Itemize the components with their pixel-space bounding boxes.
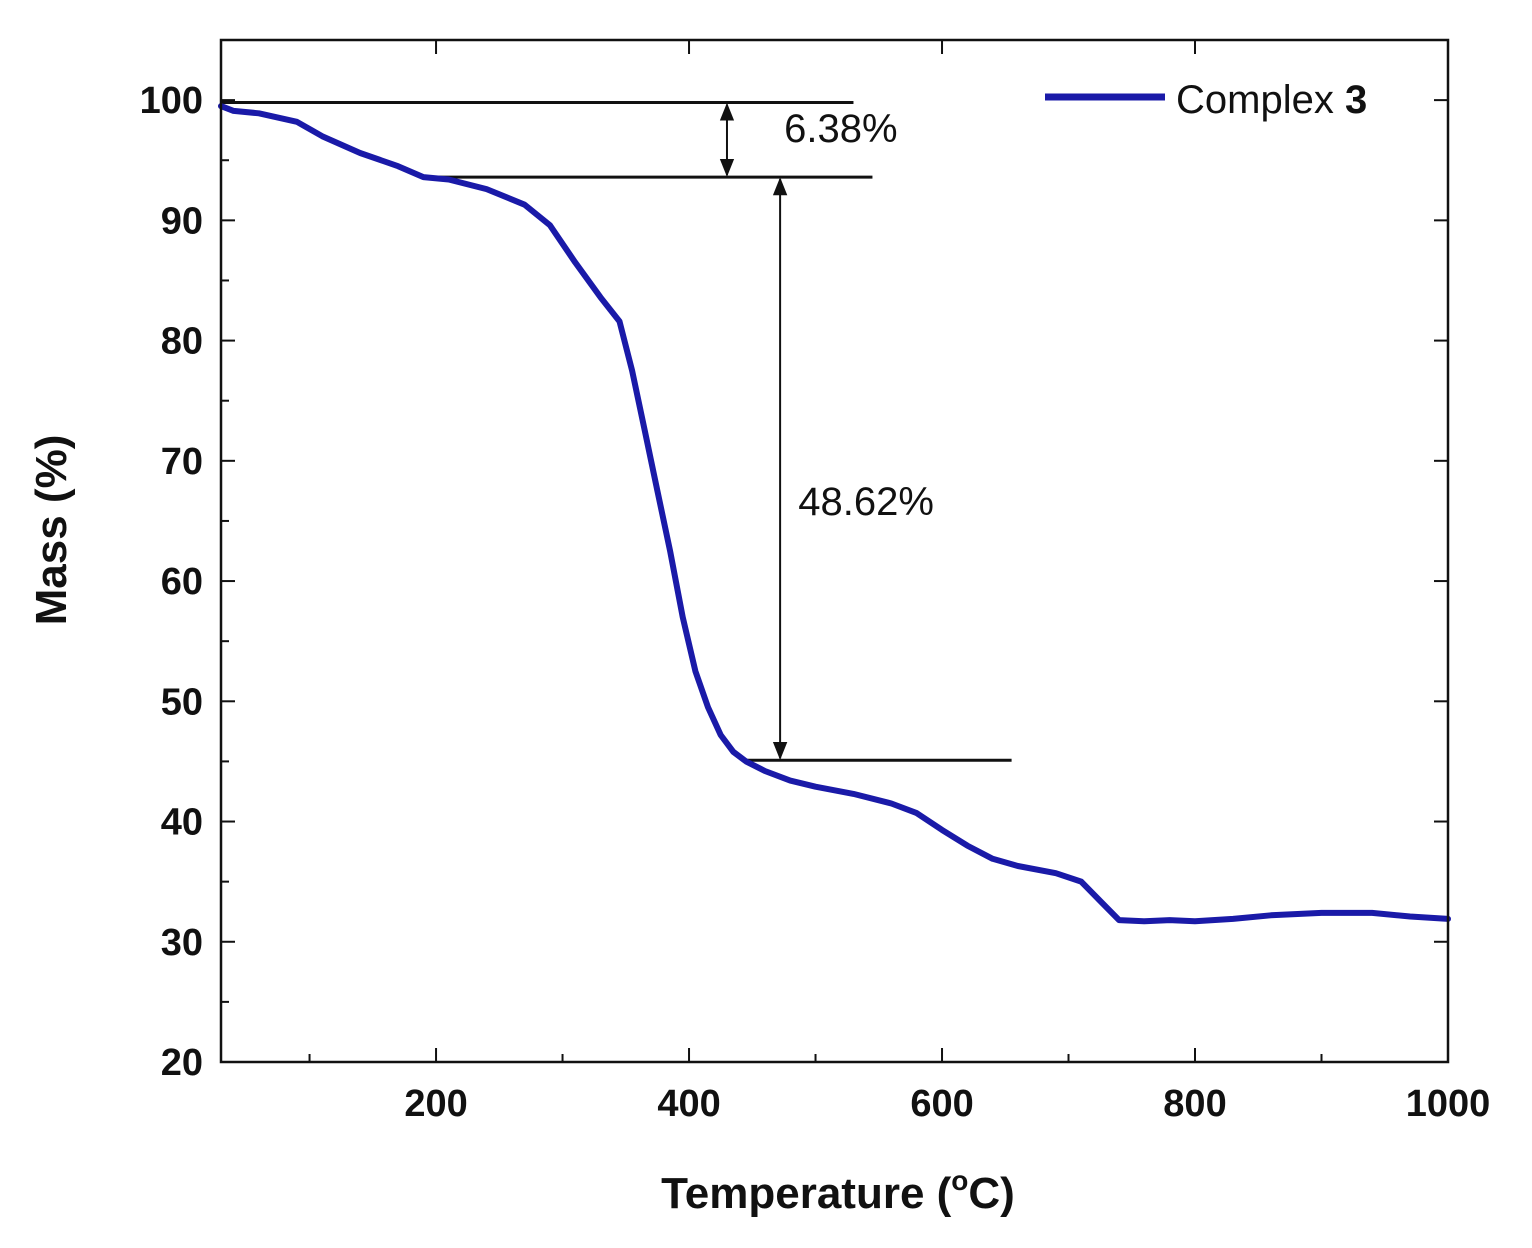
- y-tick-label: 60: [161, 561, 203, 603]
- annotations: 6.38% 48.62%: [221, 101, 1012, 762]
- y-tick-label: 80: [161, 321, 203, 363]
- legend-label: Complex 3: [1176, 78, 1367, 122]
- x-tick-label: 600: [910, 1083, 973, 1125]
- y-tick-label: 100: [140, 80, 203, 122]
- x-tick-label: 800: [1163, 1083, 1226, 1125]
- y-tick-label: 90: [161, 200, 203, 242]
- legend-label-number: 3: [1345, 78, 1367, 122]
- mass-loss-label: 6.38%: [784, 107, 897, 151]
- tick-labels: 200 400 600 800 1000 20 30 40 50 60 70 80 90 100: [140, 80, 1491, 1125]
- x-axis-title-main: Temperature (: [661, 1169, 951, 1218]
- legend: Complex 3: [1045, 78, 1367, 122]
- axes: [219, 38, 1450, 1064]
- x-tick-label: 400: [657, 1083, 720, 1125]
- legend-label-text: Complex: [1176, 78, 1345, 122]
- x-tick-label: 1000: [1406, 1083, 1491, 1125]
- y-tick-label: 30: [161, 922, 203, 964]
- y-tick-label: 50: [161, 681, 203, 723]
- x-tick-label: 200: [404, 1083, 467, 1125]
- y-tick-label: 20: [161, 1042, 203, 1084]
- mass-loss-label: 48.62%: [798, 480, 934, 524]
- y-tick-label: 70: [161, 441, 203, 483]
- series-layer: [218, 103, 1451, 925]
- y-tick-label: 40: [161, 802, 203, 844]
- y-axis-title: Mass (%): [27, 435, 76, 626]
- ticks: [221, 40, 1449, 1063]
- x-axis-title: Temperature (oC): [661, 1165, 1015, 1218]
- plot-frame: [219, 38, 1450, 1064]
- x-axis-title-superscript: o: [951, 1165, 968, 1196]
- series-line-complex-3: [218, 103, 1451, 925]
- x-axis-title-tail: C): [968, 1169, 1014, 1218]
